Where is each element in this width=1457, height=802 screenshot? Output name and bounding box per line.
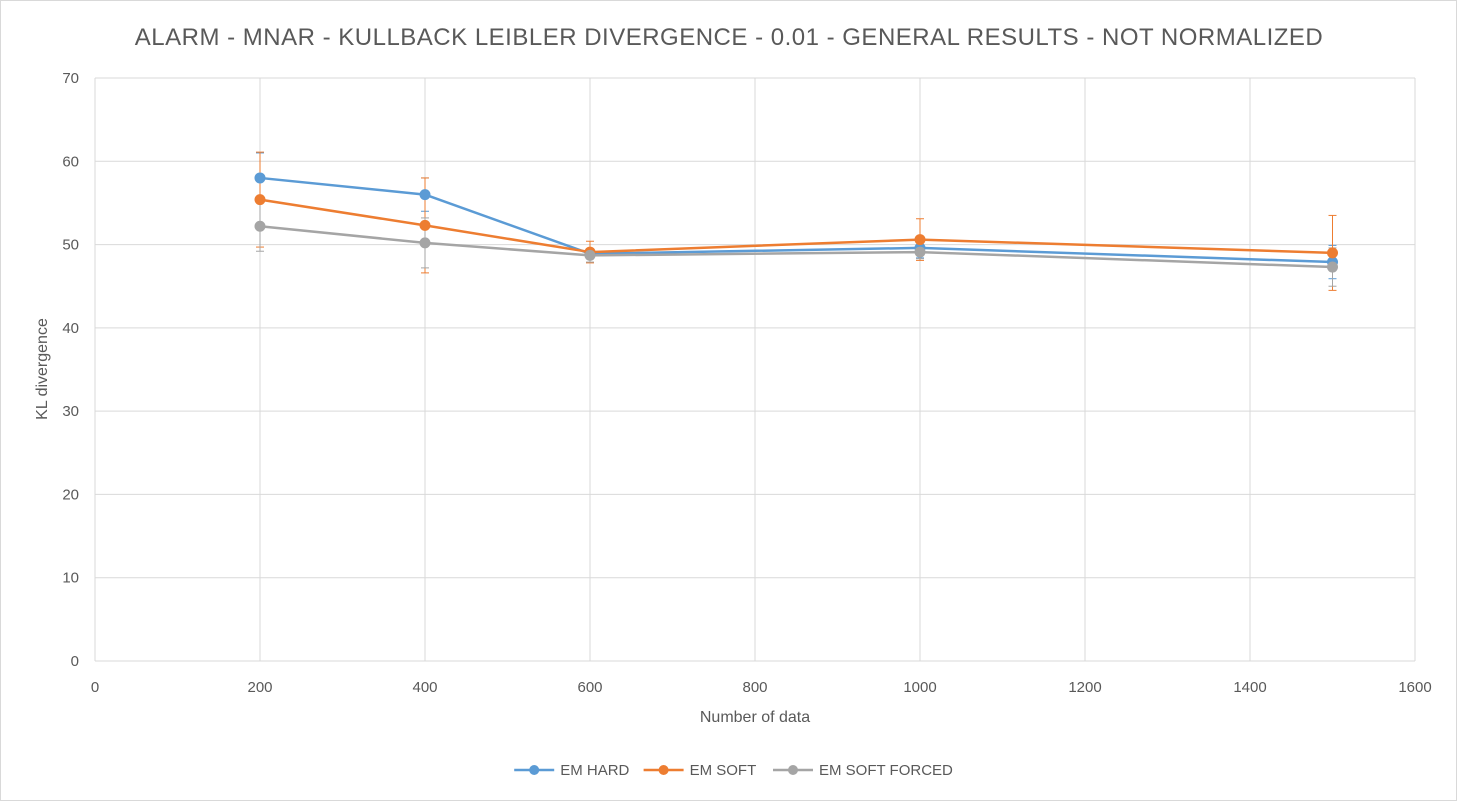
legend-label: EM SOFT FORCED [819,762,953,779]
x-axis-label: Number of data [700,709,810,726]
y-axis-label: KL divergence [34,318,51,420]
y-tick-label: 0 [71,653,79,670]
tick-labels: 0 10 20 30 40 50 60 70 0 200 400 600 800 1000 1200 1400… [62,70,1431,696]
legend-marker [788,765,798,775]
y-tick-label: 20 [62,486,79,503]
data-point [1327,261,1338,273]
y-tick-label: 30 [62,403,79,420]
y-tick-label: 10 [62,570,79,587]
data-point [254,220,266,232]
x-tick-label: 0 [91,679,99,696]
legend-marker [658,765,669,775]
data-point [419,189,431,201]
legend-item: EM SOFT [643,762,757,779]
x-tick-label: 1600 [1398,679,1431,696]
data-point [914,234,926,246]
y-tick-label: 60 [62,153,79,170]
legend-label: EM HARD [560,762,629,779]
data-point [254,194,266,206]
legend-item: EM HARD [514,762,630,779]
x-tick-label: 800 [742,679,767,696]
y-tick-label: 50 [62,237,79,254]
x-tick-label: 1000 [903,679,936,696]
error-bars [256,151,1337,291]
y-tick-label: 40 [62,320,79,337]
y-tick-label: 70 [62,70,79,87]
legend-marker [529,765,540,775]
series-line-0 [259,176,1333,264]
data-point [419,219,431,231]
data-point [419,237,431,249]
grid [94,77,1416,662]
x-tick-label: 200 [247,679,272,696]
x-tick-label: 600 [577,679,602,696]
data-point [584,249,596,261]
x-tick-label: 400 [412,679,437,696]
legend-label: EM SOFT [690,762,757,779]
series-markers [254,172,1338,273]
data-point [1327,247,1338,259]
legend: EM HARD EM SOFT EM SOFT FORCED [514,762,953,779]
x-tick-label: 1200 [1068,679,1101,696]
chart-title: ALARM - MNAR - KULLBACK LEIBLER DIVERGEN… [135,24,1323,51]
data-point [254,172,266,184]
legend-item: EM SOFT FORCED [773,762,953,779]
data-point [914,246,926,258]
x-tick-label: 1400 [1233,679,1266,696]
